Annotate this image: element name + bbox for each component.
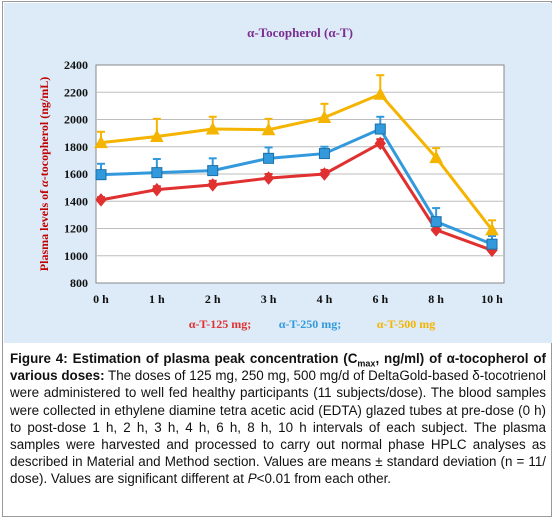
chart-title: α-Tocopherol (α-T) (247, 25, 353, 40)
y-tick-label: 1400 (64, 194, 88, 208)
data-point-diamond (151, 182, 163, 197)
caption-lead-text-a: Figure 4: Estimation of plasma peak conc… (10, 351, 358, 366)
series-line-1 (100, 127, 493, 246)
x-tick-label: 0 h (93, 292, 109, 306)
y-tick-label: 1800 (64, 140, 88, 154)
series-line-2 (100, 92, 494, 231)
x-tick-label: 8 h (428, 292, 444, 306)
data-point-square (207, 165, 219, 177)
y-axis-label: Plasma levels of α-tocopherol (ng/mL) (37, 77, 51, 271)
legend-entry-1: α-T-250 mg; (279, 317, 342, 331)
data-point-triangle (317, 110, 332, 123)
caption-p-italic: P (247, 471, 257, 487)
data-point-triangle (485, 222, 499, 236)
line-chart: 800 1000 1200 1400 1600 1800 2000 2200 2400 0 h 1 … (37, 25, 505, 331)
x-tick-label: 1 h (149, 292, 165, 306)
data-point-triangle (373, 87, 388, 100)
data-point-square (263, 152, 275, 164)
chart-panel: 800 1000 1200 1400 1600 1800 2000 2200 2400 0 h 1 … (4, 3, 552, 343)
legend-entry-2: α-T-500 mg (377, 317, 436, 331)
data-point-triangle (205, 121, 220, 135)
y-tick-label: 1000 (64, 249, 88, 263)
x-tick-label: 4 h (317, 292, 333, 306)
figure-caption: Figure 4: Estimation of plasma peak conc… (10, 350, 546, 488)
caption-lead-subscript: max (357, 358, 376, 369)
data-point-square (486, 238, 498, 250)
legend-entry-0: α-T-125 mg; (189, 317, 252, 331)
series-line-0 (100, 141, 493, 252)
data-point-diamond (318, 167, 331, 181)
data-point-square (430, 216, 442, 228)
data-point-triangle (429, 150, 443, 164)
caption-lead-text-b: , ng/ml) of α-tocopherol of various dose… (10, 351, 546, 384)
y-axis-label-part-0: Plasma levels of (37, 187, 51, 271)
data-point-square (318, 148, 330, 160)
caption-body-text-a: The doses of 125 mg, 250 mg, 500 mg/d of… (10, 368, 547, 487)
y-tick-label: 2400 (64, 58, 88, 72)
data-point-triangle (94, 135, 108, 149)
data-point-square (151, 167, 163, 179)
data-point-square (374, 123, 386, 135)
x-tick-label: 3 h (261, 292, 277, 306)
data-point-triangle (150, 129, 164, 143)
y-tick-label: 1200 (64, 222, 88, 236)
caption-body-text-b: <0.01 from each other. (256, 471, 392, 487)
data-point-diamond (374, 136, 386, 151)
data-point-diamond (262, 171, 275, 185)
y-tick-label: 2000 (64, 113, 88, 127)
x-tick-label: 10 h (481, 292, 503, 306)
data-point-diamond (95, 193, 107, 207)
y-axis-label-part-2: -tocopherol (ng/mL) (37, 77, 51, 180)
y-axis-label-part-1: α (37, 180, 51, 187)
data-point-diamond (207, 178, 219, 192)
y-tick-label: 1600 (64, 167, 88, 181)
data-point-triangle (261, 122, 276, 136)
data-point-square (95, 169, 107, 181)
y-tick-label: 800 (70, 276, 88, 290)
x-tick-label: 2 h (205, 292, 221, 306)
caption-lead: Figure 4: Estimation of plasma peak conc… (10, 351, 546, 383)
x-tick-label: 6 h (372, 292, 388, 306)
y-tick-label: 2200 (64, 85, 88, 99)
